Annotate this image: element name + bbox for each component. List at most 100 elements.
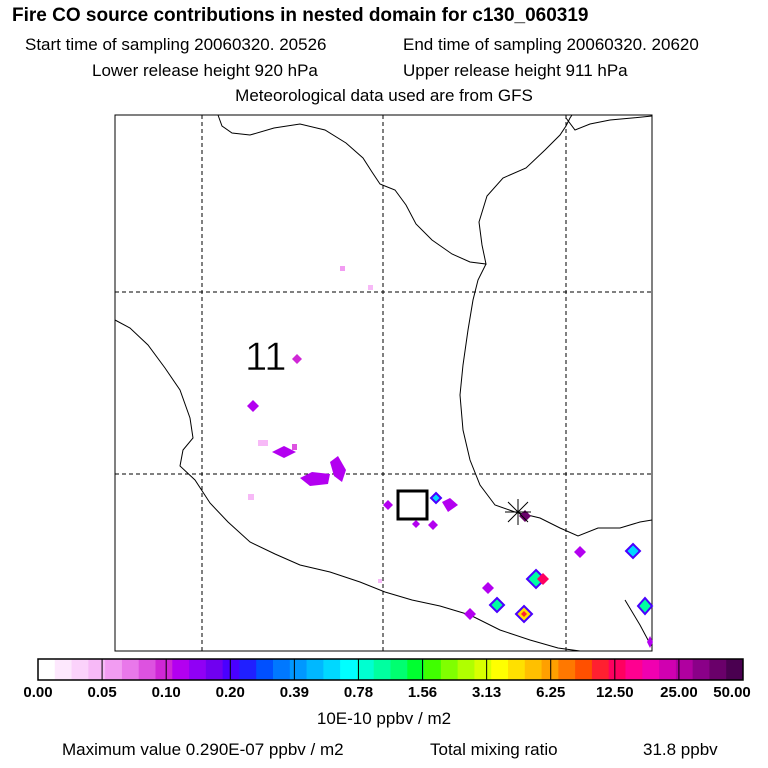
colorbar-cell	[138, 659, 156, 680]
colorbar-cell	[608, 659, 626, 680]
colorbar-cell	[575, 659, 593, 680]
upper-release-height: Upper release height 911 hPa	[403, 61, 628, 80]
source-cell	[636, 596, 654, 616]
source-cell	[272, 446, 296, 458]
colorbar-cell	[424, 659, 442, 680]
source-cell	[368, 285, 373, 290]
colorbar-cell	[323, 659, 341, 680]
colorbar-cell	[407, 659, 425, 680]
coastline-gulf-north	[565, 115, 653, 131]
colorbar-tick-label: 1.56	[407, 684, 438, 701]
colorbar	[37, 658, 744, 681]
colorbar-cell	[541, 659, 559, 680]
source-cell	[519, 510, 531, 522]
map-label: 11	[245, 335, 287, 379]
colorbar-outline	[37, 658, 744, 681]
coastline-pacific-north	[217, 114, 573, 265]
source-cell	[340, 266, 345, 271]
colorbar-cell	[692, 659, 710, 680]
source-cell	[521, 611, 527, 617]
colorbar-cell	[591, 659, 610, 680]
source-cell	[247, 400, 259, 412]
source-cell	[300, 472, 330, 486]
total-mixing-ratio-label: Total mixing ratio	[430, 740, 558, 759]
colorbar-cell	[205, 659, 224, 680]
colorbar-cell	[155, 659, 173, 680]
source-cell	[292, 354, 302, 364]
colorbar-cell	[558, 659, 576, 680]
colorbar-cell	[289, 659, 308, 680]
source-cell	[482, 582, 494, 594]
source-cell	[258, 440, 268, 446]
total-mixing-ratio-value: 31.8 ppbv	[643, 740, 718, 759]
colorbar-cell	[709, 659, 727, 680]
colorbar-cell	[306, 659, 324, 680]
source-cell	[429, 491, 443, 505]
source-cell	[574, 546, 586, 558]
colorbar-cell	[390, 659, 408, 680]
colorbar-cell	[54, 659, 73, 680]
lower-release-height: Lower release height 920 hPa	[92, 61, 318, 80]
source-cell	[647, 636, 653, 648]
source-cell	[383, 500, 393, 510]
source-cell	[537, 573, 549, 585]
colorbar-cell	[189, 659, 207, 680]
sampling-end: End time of sampling 20060320. 20620	[403, 35, 699, 54]
colorbar-cell	[273, 659, 291, 680]
coastline-gulf-west	[459, 263, 653, 537]
sampling-start: Start time of sampling 20060320. 20526	[25, 35, 327, 54]
colorbar-tick-label: 3.13	[472, 684, 502, 701]
source-cells	[247, 266, 654, 648]
colorbar-cell	[642, 659, 660, 680]
colorbar-cell	[675, 659, 694, 680]
map-gridlines	[115, 115, 652, 651]
receptor-box	[396, 489, 429, 521]
colorbar-cell	[356, 659, 375, 680]
colorbar-cell	[172, 659, 190, 680]
source-cell	[464, 608, 476, 620]
colorbar-cell	[440, 659, 459, 680]
colorbar-units: 10E-10 ppbv / m2	[316, 709, 452, 728]
source-cell	[624, 542, 642, 560]
colorbar-cell	[105, 659, 123, 680]
colorbar-cell	[457, 659, 475, 680]
colorbar-cell	[659, 659, 677, 680]
colorbar-cell	[726, 659, 744, 680]
colorbar-tick-label: 50.00	[713, 684, 751, 701]
source-cell	[428, 520, 438, 530]
source-cell	[442, 498, 458, 512]
chart-title: Fire CO source contributions in nested d…	[12, 5, 589, 26]
source-cell	[378, 579, 382, 583]
release-point-marker	[505, 499, 531, 525]
colorbar-cell	[625, 659, 643, 680]
colorbar-cell	[524, 659, 543, 680]
source-cell	[488, 596, 506, 614]
source-cell	[412, 520, 420, 528]
maximum-value: Maximum value 0.290E-07 ppbv / m2	[62, 740, 344, 759]
colorbar-tick-label: 12.50	[596, 684, 634, 701]
colorbar-tick-label: 0.20	[215, 684, 245, 701]
colorbar-tick-label: 0.10	[151, 684, 181, 701]
colorbar-cell	[239, 659, 257, 680]
colorbar-cell	[256, 659, 274, 680]
colorbar-cell	[38, 659, 56, 680]
colorbar-cell	[71, 659, 89, 680]
colorbar-tick-label: 0.05	[87, 684, 117, 701]
colorbar-cell	[121, 659, 140, 680]
colorbar-tick-label: 6.25	[536, 684, 566, 701]
colorbar-cell	[88, 659, 106, 680]
source-cell	[248, 494, 254, 500]
colorbar-cell	[491, 659, 509, 680]
colorbar-cell	[508, 659, 526, 680]
colorbar-cell	[474, 659, 492, 680]
met-data-note: Meteorological data used are from GFS	[235, 86, 533, 105]
colorbar-cell	[222, 659, 240, 680]
colorbar-cell	[340, 659, 358, 680]
source-cell	[330, 456, 346, 482]
colorbar-cell	[373, 659, 391, 680]
colorbar-tick-label: 25.00	[660, 684, 698, 701]
colorbar-tick-label: 0.00	[23, 684, 53, 701]
source-cell	[292, 444, 297, 450]
colorbar-tick-label: 0.78	[343, 684, 374, 701]
